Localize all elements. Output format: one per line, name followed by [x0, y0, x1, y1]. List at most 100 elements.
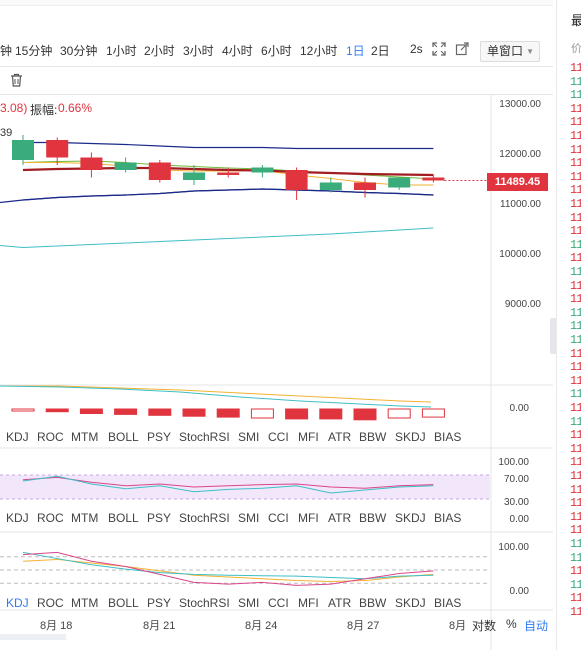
histogram-bar — [148, 408, 172, 416]
indicator-tab[interactable]: BIAS — [434, 430, 462, 444]
indicator-tab[interactable]: MFI — [298, 430, 319, 444]
refresh-interval[interactable]: 2s — [410, 42, 423, 56]
indicator-tab[interactable]: SMI — [238, 430, 260, 444]
side-collapse-handle[interactable] — [550, 318, 556, 354]
trade-price: 11 — [570, 550, 581, 565]
trash-icon[interactable] — [10, 73, 23, 92]
indicator-tab[interactable]: KDJ — [6, 511, 29, 525]
candle-body — [354, 182, 376, 190]
log-scale-toggle[interactable]: 对数 — [472, 619, 497, 633]
indicator-tab[interactable]: PSY — [147, 511, 172, 525]
indicator-tab[interactable]: MTM — [71, 511, 99, 525]
chart-area[interactable]: 钟 15分钟 30分钟 1小时 2小时 3小时 4小时 6小时 12小时 1日 2日 2s 单窗口 … — [0, 0, 556, 650]
indicator-tab[interactable]: ROC — [37, 511, 64, 525]
indicator-tab[interactable]: StochRSI — [179, 511, 230, 525]
trade-price: 11 — [570, 414, 581, 429]
boll-lower-line — [22, 188, 434, 201]
indicator-tab[interactable]: BOLL — [108, 430, 139, 444]
timeframe-tab[interactable]: 30分钟 — [60, 44, 98, 58]
timeframe-tab[interactable]: 2日 — [371, 44, 390, 58]
indicator-tab[interactable]: MTM — [71, 596, 99, 610]
indicator-tab[interactable]: KDJ — [6, 596, 29, 610]
indicator-tab[interactable]: SKDJ — [395, 596, 426, 610]
histogram-bar — [353, 408, 377, 421]
indicator-tab[interactable]: ROC — [37, 430, 64, 444]
histogram-bar — [285, 408, 309, 420]
trade-price: 11 — [570, 523, 581, 538]
percent-scale-toggle[interactable]: % — [506, 617, 517, 631]
trade-price: 11 — [570, 183, 581, 198]
indicator-tab[interactable]: ATR — [328, 596, 352, 610]
indicator-tab[interactable]: BBW — [359, 430, 387, 444]
timeframe-tab[interactable]: 6小时 — [261, 44, 292, 58]
top-bar — [0, 0, 553, 6]
indicator-tab[interactable]: SMI — [238, 511, 260, 525]
trade-price: 11 — [570, 401, 581, 415]
timeframe-tab[interactable]: 1日 — [346, 44, 365, 58]
indicator-tab[interactable]: ROC — [37, 596, 64, 610]
indicator-tab[interactable]: CCI — [268, 511, 289, 525]
trade-price: 11 — [570, 197, 581, 211]
trade-price: 11 — [570, 482, 581, 497]
indicator-tab[interactable]: SMI — [238, 596, 260, 610]
timeframe-tab[interactable]: 15分钟 — [15, 44, 53, 58]
indicator-tab[interactable]: BIAS — [434, 596, 462, 610]
trade-price: 11 — [570, 564, 581, 579]
popout-icon[interactable] — [455, 42, 469, 61]
price-axis-label: 9000.00 — [504, 299, 541, 310]
timeframe-tab[interactable]: 12小时 — [300, 44, 338, 58]
trade-price: 11 — [570, 224, 581, 239]
indicator-tab[interactable]: PSY — [147, 430, 172, 444]
panel1-line-a — [0, 385, 432, 403]
indicator-tab[interactable]: PSY — [147, 596, 172, 610]
indicator-tab[interactable]: ATR — [328, 430, 352, 444]
window-mode-select[interactable]: 单窗口 ▼ — [480, 41, 540, 62]
indicator-tab[interactable]: MTM — [71, 430, 99, 444]
indicator-tab[interactable]: BIAS — [434, 511, 462, 525]
timeframe-tab[interactable]: 钟 — [0, 44, 13, 58]
panel-axis-label: 0.00 — [509, 514, 529, 525]
indicator-tab[interactable]: SKDJ — [395, 511, 426, 525]
panel2-line-b — [22, 475, 434, 494]
trade-price: 11 — [570, 605, 581, 619]
panel-axis-label: 30.00 — [503, 497, 529, 508]
timeframe-tab[interactable]: 2小时 — [144, 44, 175, 58]
change-value: 3.08) — [0, 101, 28, 115]
indicator-tab[interactable]: SKDJ — [395, 430, 426, 444]
indicator-tab[interactable]: BOLL — [108, 511, 139, 525]
fullscreen-icon[interactable] — [432, 42, 446, 61]
trade-price: 11 — [570, 101, 581, 116]
timeframe-tab[interactable]: 1小时 — [106, 44, 137, 58]
candle-body — [422, 177, 445, 181]
trade-price: 11 — [570, 115, 581, 130]
panel2-line-a — [22, 476, 434, 489]
trade-price: 11 — [570, 169, 581, 184]
indicator-tab[interactable]: BOLL — [108, 596, 139, 610]
indicator-tab[interactable]: BBW — [359, 511, 387, 525]
panel-axis-label: 70.00 — [503, 474, 529, 485]
trade-price: 11 — [570, 278, 581, 293]
indicator-tab[interactable]: KDJ — [6, 430, 29, 444]
date-axis-label: 8月 — [449, 620, 467, 632]
indicator-tab[interactable]: StochRSI — [179, 596, 230, 610]
panel3-line-j — [22, 551, 434, 586]
indicator-tab[interactable]: StochRSI — [179, 430, 230, 444]
trade-price: 11 — [570, 251, 581, 266]
trade-price: 11 — [570, 305, 581, 320]
timeframe-tab[interactable]: 4小时 — [222, 44, 253, 58]
indicator-tab[interactable]: MFI — [298, 596, 319, 610]
panel-axis-label: 0.00 — [509, 403, 529, 414]
candle-body — [80, 157, 103, 170]
trade-price: 11 — [570, 346, 581, 361]
indicator-tab[interactable]: CCI — [268, 596, 289, 610]
panel-axis-label: 100.00 — [498, 542, 529, 553]
auto-scale-toggle[interactable]: 自动 — [524, 619, 549, 633]
price-chart[interactable] — [0, 0, 553, 650]
candle-body — [114, 162, 137, 170]
indicator-tab[interactable]: MFI — [298, 511, 319, 525]
indicator-tab[interactable]: CCI — [268, 430, 289, 444]
indicator-tab[interactable]: ATR — [328, 511, 352, 525]
timeframe-tab[interactable]: 3小时 — [183, 44, 214, 58]
indicator-tab[interactable]: BBW — [359, 596, 387, 610]
trade-price: 11 — [570, 61, 581, 75]
